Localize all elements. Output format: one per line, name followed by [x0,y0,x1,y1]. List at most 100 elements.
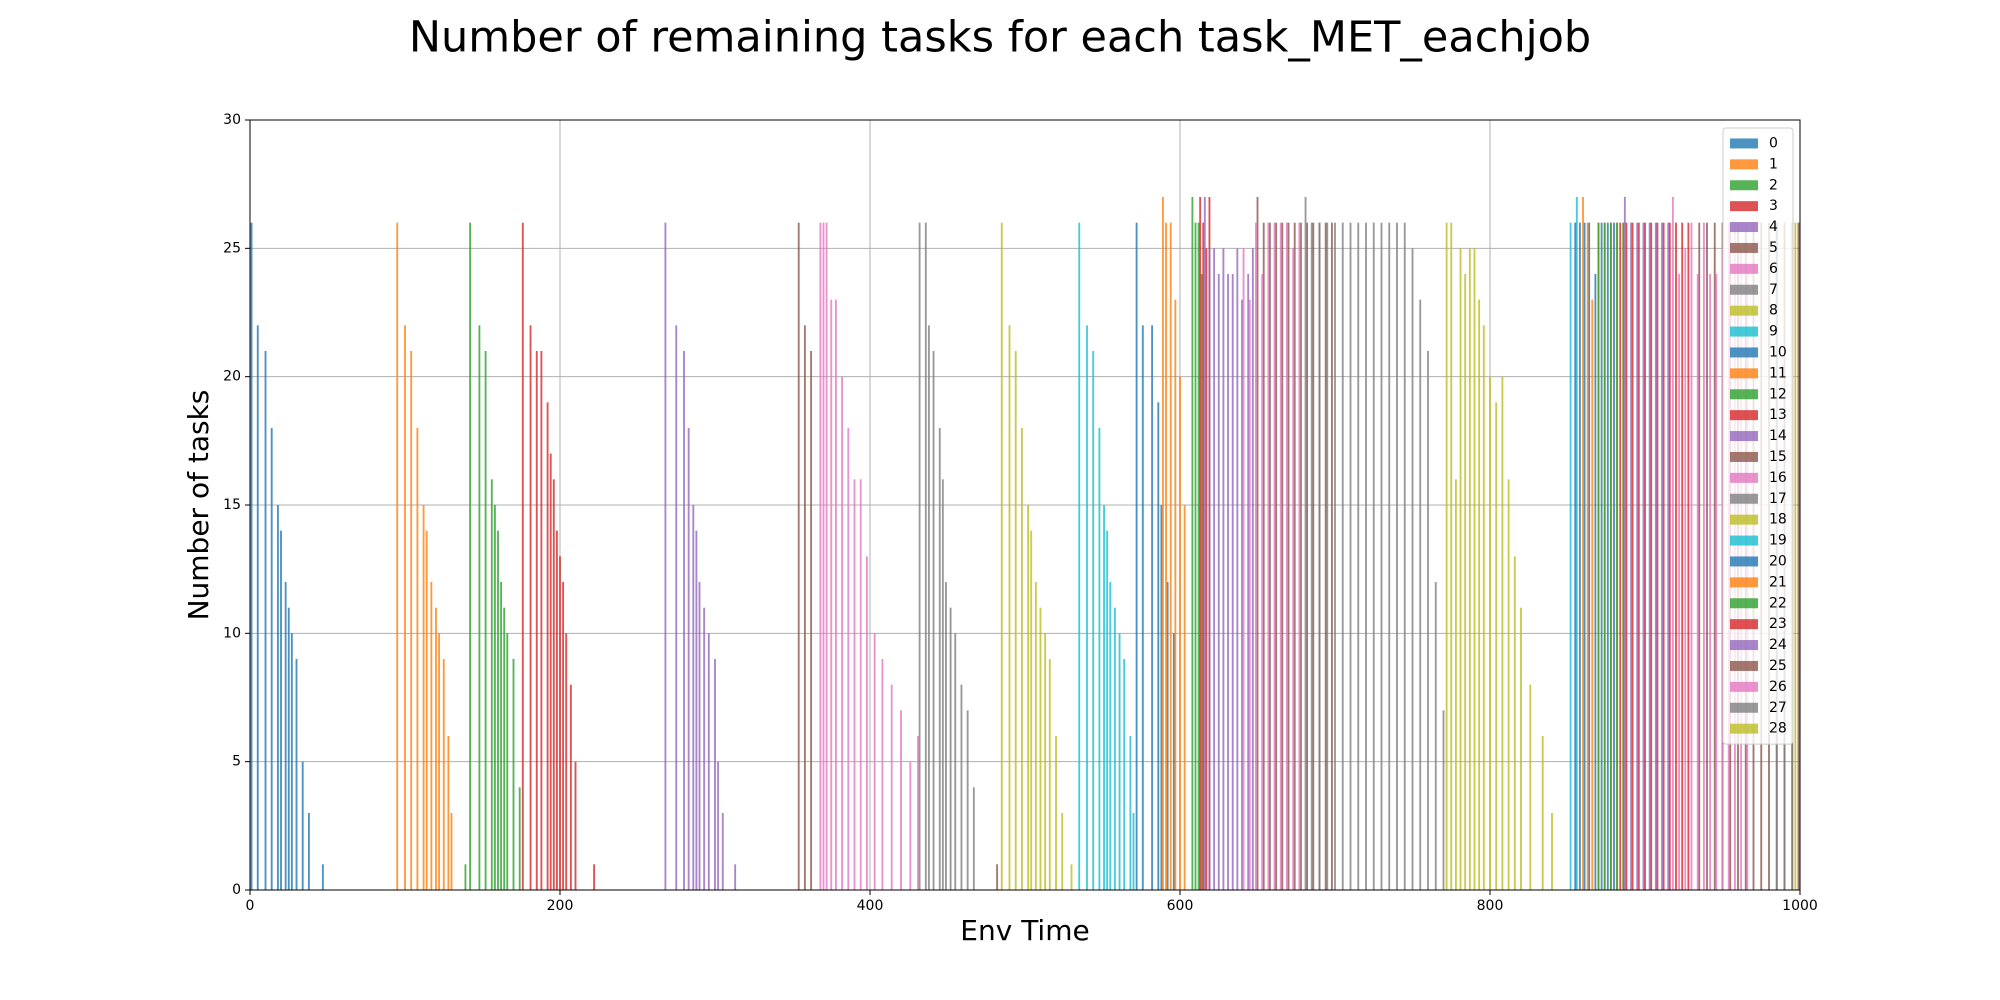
bar [1312,222,1315,890]
bar [1247,274,1250,890]
bar [698,582,701,890]
bar [1791,684,1794,890]
bar [529,325,532,890]
bar [924,222,927,890]
bar [1454,479,1457,890]
bar [1199,197,1202,890]
bar [442,659,445,890]
bar [295,659,298,890]
bar [500,582,503,890]
bar [1217,274,1220,890]
legend-label: 0 [1769,135,1778,151]
bar [1594,274,1597,890]
bar [714,659,716,890]
bar [1597,222,1600,890]
bar [1636,222,1639,890]
legend-label: 18 [1769,512,1787,528]
legend-swatch [1730,514,1758,525]
legend-swatch [1730,660,1758,671]
y-tick-label: 0 [232,882,241,898]
legend-label: 27 [1769,700,1787,716]
bar [1501,376,1504,891]
legend-label: 26 [1769,679,1787,695]
bar [1275,222,1278,890]
bar [569,684,572,890]
bar [1648,222,1651,890]
bar [1619,222,1622,890]
bar [301,761,304,890]
legend-label: 3 [1769,198,1778,214]
bar [1450,222,1453,890]
bar [1671,197,1674,890]
bar [1675,222,1677,890]
bar [307,813,310,890]
bar [1588,222,1591,890]
bar [1661,222,1663,890]
x-tick-label: 200 [547,898,574,914]
legend-swatch [1730,640,1758,651]
legend-swatch [1730,201,1758,212]
bar [1349,222,1352,890]
y-tick-label: 20 [223,369,241,385]
bar [1419,299,1422,891]
bar [825,222,828,890]
bar [664,222,667,890]
legend-label: 23 [1769,616,1787,632]
bar [1668,222,1671,890]
bar [1478,299,1481,891]
bar [1183,505,1186,890]
legend-label: 25 [1769,658,1787,674]
bar [1205,248,1208,891]
bar [1129,736,1132,890]
bar [396,222,399,890]
x-tick-label: 400 [857,898,884,914]
bar [1172,633,1175,890]
bar [1103,505,1105,890]
bar [435,607,437,890]
bar [1268,222,1271,890]
bar [909,761,912,890]
legend-swatch [1730,472,1758,483]
bar [1582,197,1584,890]
bar [1123,659,1126,890]
bar [932,351,935,890]
bar [422,505,425,890]
bar [1118,633,1121,890]
bar [1603,222,1606,890]
bar [822,222,825,890]
bar [1616,222,1619,890]
bar [692,505,695,890]
bar [447,736,450,890]
legend-label: 4 [1769,219,1778,235]
legend-swatch [1730,598,1758,609]
bar [1044,633,1047,890]
bar [552,479,555,890]
bar [1578,222,1581,890]
bar [1698,222,1701,890]
bar [1541,736,1544,890]
bar [900,710,902,890]
bar [469,222,472,890]
bar [938,428,941,890]
legend-label: 6 [1769,261,1778,277]
bar [721,813,724,890]
legend-label: 11 [1769,365,1787,381]
bar [1213,248,1216,891]
bar [873,633,876,890]
legend-swatch [1730,681,1758,692]
bar [918,222,921,890]
bar [1299,222,1302,890]
legend-label: 24 [1769,637,1787,653]
bar [416,428,419,890]
bar [1202,222,1205,890]
bar [1650,222,1653,890]
bar [1191,197,1194,890]
bar [1020,428,1023,890]
legend-label: 21 [1769,574,1787,590]
legend-swatch [1730,284,1758,295]
bar [1273,222,1276,890]
bar [1644,222,1646,890]
bar [1194,222,1197,890]
